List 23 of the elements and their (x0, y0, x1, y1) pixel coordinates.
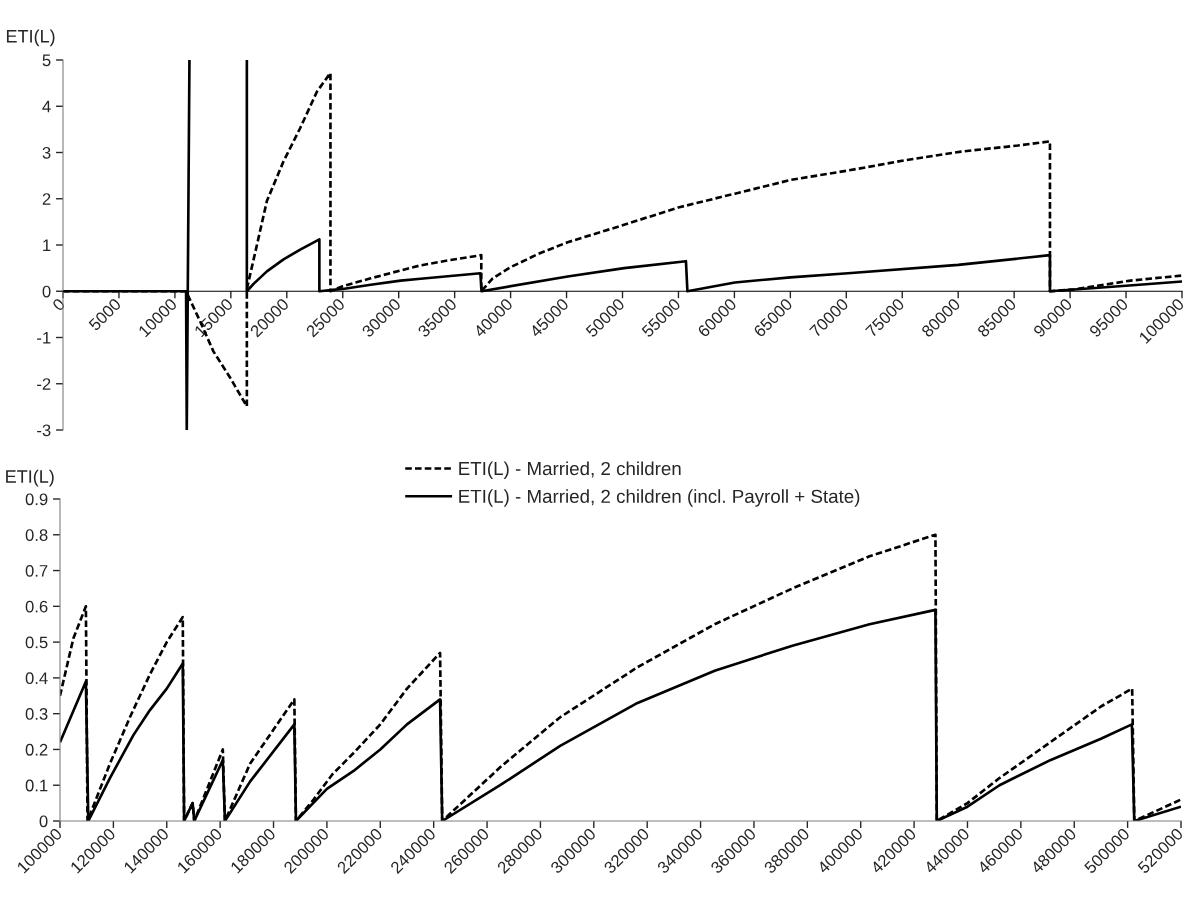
y-tick-label: 4 (42, 100, 51, 113)
y-tick-label: 0.3 (25, 708, 48, 720)
y-tick-label: 0.9 (25, 493, 48, 506)
y-tick-label: 0.4 (25, 672, 48, 685)
y-tick-label: 0 (42, 285, 51, 298)
y-tick-label: 2 (42, 193, 51, 205)
y-axis-title: ETI(L) (6, 469, 54, 487)
y-tick-label: 0.2 (25, 743, 48, 756)
y-tick-label: 0.1 (25, 779, 48, 792)
legend-label: ETI(L) - Married, 2 children (incl. Payroll + State) (459, 489, 860, 507)
y-tick-label: 0.8 (25, 529, 48, 541)
y-tick-label: 0.5 (25, 636, 48, 649)
legend-label: ETI(L) - Married, 2 children (459, 461, 681, 479)
y-tick-label: -2 (37, 378, 51, 390)
y-tick-label: -3 (37, 424, 51, 437)
y-tick-label: 5 (42, 54, 51, 67)
y-tick-label: 0.7 (25, 564, 48, 577)
y-tick-label: 3 (42, 146, 51, 159)
y-tick-label: -1 (37, 332, 51, 344)
y-tick-label: 0 (39, 815, 48, 828)
y-tick-label: 1 (43, 239, 51, 252)
y-tick-label: 0.6 (25, 600, 48, 613)
y-axis-title: ETI(L) (6, 29, 55, 47)
